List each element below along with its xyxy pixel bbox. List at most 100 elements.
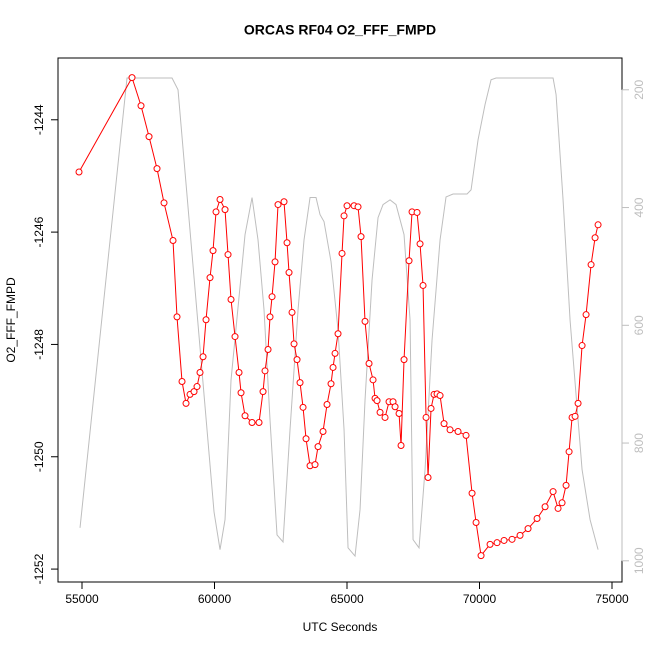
data-point bbox=[190, 388, 198, 396]
y-tick-label: -1244 bbox=[32, 104, 46, 135]
data-point bbox=[274, 201, 282, 209]
data-point bbox=[338, 249, 346, 257]
data-point bbox=[199, 353, 207, 361]
data-point bbox=[391, 403, 399, 411]
data-point bbox=[255, 418, 263, 426]
data-point bbox=[486, 540, 494, 548]
data-point bbox=[169, 237, 177, 245]
data-point bbox=[259, 388, 267, 396]
data-point bbox=[591, 234, 599, 242]
y-tick-label: -1252 bbox=[32, 553, 46, 584]
data-point bbox=[153, 165, 161, 173]
data-point bbox=[493, 539, 501, 547]
data-point bbox=[541, 503, 549, 511]
data-point bbox=[241, 412, 249, 420]
data-point bbox=[237, 389, 245, 397]
data-point bbox=[578, 342, 586, 350]
data-point bbox=[75, 168, 83, 176]
data-point bbox=[268, 293, 276, 301]
data-point bbox=[128, 74, 136, 82]
data-point bbox=[216, 196, 224, 204]
data-point bbox=[319, 427, 327, 435]
data-point bbox=[477, 552, 485, 560]
data-point bbox=[424, 474, 432, 482]
data-point bbox=[419, 281, 427, 289]
series-line bbox=[79, 77, 599, 558]
data-point bbox=[227, 296, 235, 304]
data-point bbox=[369, 376, 377, 384]
data-point bbox=[206, 274, 214, 282]
data-point bbox=[558, 499, 566, 507]
data-point bbox=[329, 363, 337, 371]
data-point bbox=[137, 102, 145, 110]
data-point bbox=[516, 531, 524, 539]
data-point bbox=[193, 383, 201, 391]
y2-tick-label: 400 bbox=[632, 197, 646, 217]
y-axis-label: O2_FFF_FMPD bbox=[4, 277, 18, 363]
data-point bbox=[440, 420, 448, 428]
y2-tick-label: 600 bbox=[632, 315, 646, 335]
data-point bbox=[376, 408, 384, 416]
data-point bbox=[248, 418, 256, 426]
data-point bbox=[202, 316, 210, 324]
data-point bbox=[340, 212, 348, 220]
data-point bbox=[468, 489, 476, 497]
series-line bbox=[78, 76, 599, 557]
x-tick-label: 60000 bbox=[198, 592, 232, 606]
data-point bbox=[508, 535, 516, 543]
data-point bbox=[283, 239, 291, 247]
y2-tick-label: 800 bbox=[632, 433, 646, 453]
data-point bbox=[221, 206, 229, 214]
data-point bbox=[266, 313, 274, 321]
data-point bbox=[224, 251, 232, 259]
data-point bbox=[500, 536, 508, 544]
data-point bbox=[533, 515, 541, 523]
data-point bbox=[212, 208, 220, 216]
data-point bbox=[472, 518, 480, 526]
data-point bbox=[235, 369, 243, 377]
data-point bbox=[302, 435, 310, 443]
x-tick-label: 65000 bbox=[330, 592, 364, 606]
data-point bbox=[571, 412, 579, 420]
data-point bbox=[271, 258, 279, 266]
data-point bbox=[587, 261, 595, 269]
data-point bbox=[436, 392, 444, 400]
y-tick-label: -1248 bbox=[32, 329, 46, 360]
data-point bbox=[182, 399, 190, 407]
data-point bbox=[160, 199, 168, 207]
data-point bbox=[173, 313, 181, 321]
data-point bbox=[209, 247, 217, 255]
data-point bbox=[554, 504, 562, 512]
data-point bbox=[413, 208, 421, 216]
data-point bbox=[373, 397, 381, 405]
y-tick-label: -1246 bbox=[32, 216, 46, 247]
data-point bbox=[293, 356, 301, 364]
data-point bbox=[354, 203, 362, 211]
data-point bbox=[549, 488, 557, 496]
y2-tick-label: 200 bbox=[632, 79, 646, 99]
x-tick-label: 75000 bbox=[595, 592, 629, 606]
data-point bbox=[264, 345, 272, 353]
data-point bbox=[314, 443, 322, 451]
data-point bbox=[565, 448, 573, 456]
data-point bbox=[323, 401, 331, 409]
data-point bbox=[231, 333, 239, 341]
data-point bbox=[416, 240, 424, 248]
data-point bbox=[422, 413, 430, 421]
data-point bbox=[524, 525, 532, 533]
data-point bbox=[357, 233, 365, 241]
data-point bbox=[562, 481, 570, 489]
data-point bbox=[397, 442, 405, 450]
data-point bbox=[299, 403, 307, 411]
data-point bbox=[381, 413, 389, 421]
data-point bbox=[261, 367, 269, 375]
data-point bbox=[462, 431, 470, 439]
data-point bbox=[178, 377, 186, 385]
data-point bbox=[574, 399, 582, 407]
data-point bbox=[145, 133, 153, 141]
data-point bbox=[311, 461, 319, 469]
data-point bbox=[365, 360, 373, 368]
x-tick-label: 70000 bbox=[463, 592, 497, 606]
x-axis-label: UTC Seconds bbox=[303, 620, 378, 634]
